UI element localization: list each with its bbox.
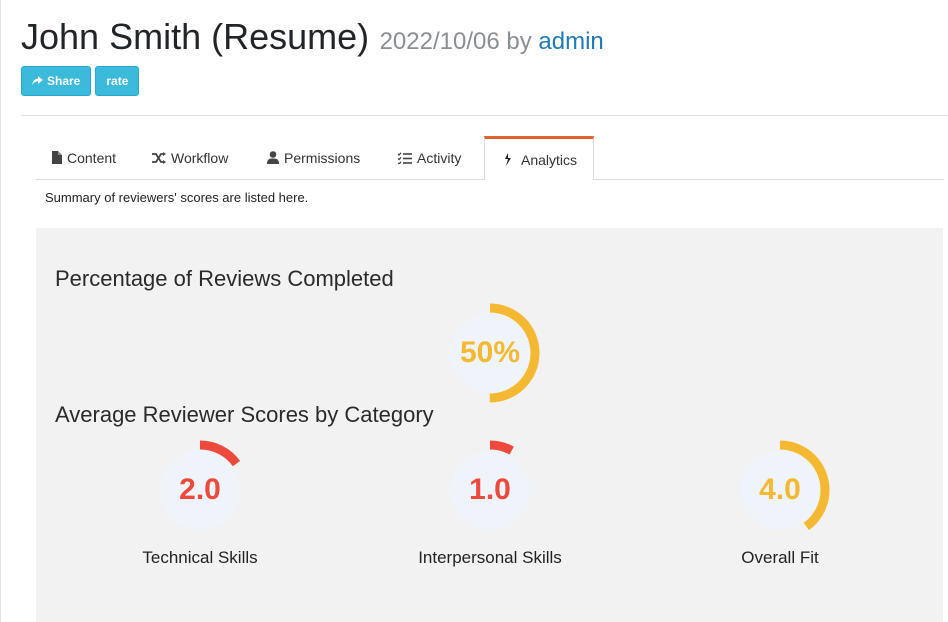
overall-fit-gauge: 4.0 (730, 440, 830, 540)
completion-ring-background (450, 313, 530, 393)
completion-ring (440, 303, 540, 403)
technical-skills-label: Technical Skills (142, 548, 258, 567)
technical-skills-progress-arc (150, 440, 250, 540)
doc-meta: 2022/10/06 by admin (380, 28, 604, 55)
tab-permissions[interactable]: Permissions (267, 136, 360, 179)
interpersonal-skills-ring (440, 440, 540, 540)
divider (21, 115, 948, 116)
author-link[interactable]: admin (538, 28, 604, 55)
interpersonal-skills-label: Interpersonal Skills (418, 548, 562, 567)
tab-bar: Content Workflow Permissions (36, 136, 944, 180)
completion-heading: Percentage of Reviews Completed (55, 266, 394, 291)
interpersonal-skills-gauge: 1.0 (440, 440, 540, 540)
interpersonal-skills-ring-background (450, 450, 530, 530)
share-button[interactable]: Share (21, 66, 92, 96)
shuffle-icon (152, 151, 166, 164)
tab-content-label: Content (67, 149, 117, 166)
categories-heading: Average Reviewer Scores by Category (55, 402, 434, 427)
completion-value: 50% (459, 336, 521, 369)
chart-icon (505, 153, 511, 166)
rate-button[interactable]: rate (95, 66, 140, 96)
overall-fit-label: Overall Fit (741, 548, 819, 567)
share-icon (32, 76, 43, 85)
tab-permissions-label: Permissions (284, 149, 361, 166)
interpersonal-skills-value: 1.0 (469, 473, 511, 506)
tab-analytics-label: Analytics (521, 151, 578, 168)
interpersonal-skills-progress-arc (440, 440, 540, 540)
summary-text: Summary of reviewers' scores are listed … (45, 190, 309, 205)
file-icon (52, 151, 62, 164)
technical-skills-ring (150, 440, 250, 540)
technical-skills-ring-background (160, 450, 240, 530)
tab-content[interactable]: Content (52, 136, 116, 179)
tab-activity[interactable]: Activity (398, 136, 461, 179)
left-border (0, 0, 1, 622)
action-buttons: Share rate (21, 66, 140, 96)
overall-fit-ring (730, 440, 830, 540)
tab-analytics[interactable]: Analytics (484, 136, 595, 180)
completion-gauge: 50% (440, 303, 540, 403)
share-button-label: Share (47, 74, 81, 88)
doc-date: 2022/10/06 (379, 28, 500, 55)
tab-activity-label: Activity (417, 149, 462, 166)
technical-skills-value: 2.0 (179, 473, 221, 506)
technical-skills-gauge: 2.0 (150, 440, 250, 540)
completion-progress-arc (440, 303, 540, 403)
overall-fit-progress-arc (730, 440, 830, 540)
title-row: John Smith (Resume) 2022/10/06 by admin (21, 16, 604, 58)
tab-workflow-label: Workflow (171, 149, 229, 166)
list-icon (398, 151, 412, 164)
analytics-panel (36, 228, 943, 622)
tab-workflow[interactable]: Workflow (152, 136, 228, 179)
overall-fit-ring-background (740, 450, 820, 530)
page-title: John Smith (Resume) (21, 16, 370, 57)
user-icon (267, 151, 279, 164)
overall-fit-value: 4.0 (759, 473, 801, 506)
doc-by: by (506, 28, 532, 55)
rate-button-label: rate (106, 74, 129, 88)
